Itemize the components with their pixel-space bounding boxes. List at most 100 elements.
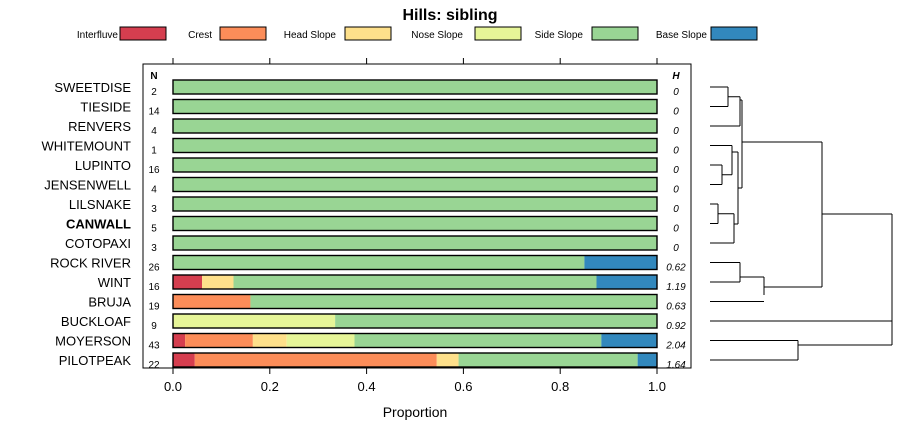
row-label: SWEETDISE — [54, 80, 131, 95]
bar-segment — [173, 294, 251, 309]
h-value: 0.92 — [666, 321, 686, 332]
bar-segment — [354, 333, 602, 348]
dendrogram — [710, 86, 893, 361]
h-value: 0 — [673, 243, 679, 254]
bar-outline — [172, 235, 658, 251]
bar-segment — [194, 353, 437, 367]
legend: Interfluve Crest Head Slope Nose Slope Side … — [77, 26, 758, 41]
bar-segment — [436, 353, 459, 367]
bar-segment — [458, 353, 638, 367]
bar-segment — [173, 216, 657, 231]
row-label: RENVERS — [68, 119, 131, 134]
h-value: 1.64 — [666, 360, 686, 371]
legend-label: Interfluve — [77, 30, 119, 41]
row-label: WINT — [98, 275, 131, 290]
bar-segment — [185, 333, 253, 348]
bar-segment — [584, 255, 657, 270]
bar-segment — [250, 294, 657, 309]
bar-segment — [233, 275, 597, 289]
n-value: 22 — [148, 360, 160, 371]
h-value: 1.19 — [666, 282, 686, 293]
h-value: 2.04 — [665, 341, 686, 352]
row-label: COTOPAXI — [65, 236, 131, 251]
h-value: 0 — [673, 87, 679, 98]
tick-label: 0.4 — [358, 379, 376, 394]
row-label: WHITEMOUNT — [41, 139, 131, 154]
tick-label: 0.8 — [551, 379, 569, 394]
row-label: PILOTPEAK — [59, 353, 132, 368]
n-value: 1 — [151, 146, 157, 157]
bar-segment — [637, 353, 657, 367]
n-value: 9 — [151, 321, 157, 332]
h-header: H — [672, 71, 680, 82]
row-label: LILSNAKE — [69, 197, 131, 212]
h-value: 0.63 — [666, 302, 686, 313]
bar-segment — [173, 333, 186, 348]
h-value: 0 — [673, 107, 679, 118]
bar-segment — [601, 333, 657, 348]
legend-swatch — [474, 26, 522, 41]
x-axis: 0.0 0.2 0.4 0.6 0.8 1.0 — [164, 58, 666, 394]
legend-label: Head Slope — [284, 30, 337, 41]
h-value: 0 — [673, 224, 679, 235]
n-value: 26 — [148, 263, 160, 274]
h-value: 0.62 — [666, 263, 686, 274]
h-value: 0 — [673, 185, 679, 196]
n-value: 14 — [148, 107, 160, 118]
bar-segment — [335, 314, 657, 328]
tick-label: 1.0 — [648, 379, 666, 394]
tick-label: 0.0 — [164, 379, 182, 394]
bar-segment — [173, 119, 657, 133]
bar-outline — [172, 98, 658, 115]
panel-border — [142, 63, 692, 369]
legend-swatch — [119, 26, 167, 41]
bar-segment — [596, 275, 657, 289]
legend-label: Crest — [188, 30, 212, 41]
h-value: 0 — [673, 204, 679, 215]
bar-outline — [172, 118, 658, 134]
chart-title: Hills: sibling — [402, 7, 497, 24]
bar-segment — [173, 255, 585, 270]
n-value: 4 — [151, 185, 157, 196]
bar-outline — [172, 313, 658, 329]
row-label: BRUJA — [88, 295, 131, 310]
bar-segment — [173, 99, 657, 114]
bar-segment — [173, 80, 657, 94]
h-value: 0 — [673, 126, 679, 137]
n-value: 5 — [151, 224, 157, 235]
bar-outline — [172, 157, 658, 173]
bar-segment — [173, 177, 657, 192]
legend-label: Base Slope — [656, 30, 708, 41]
bar-segment — [286, 333, 355, 348]
row-label: JENSENWELL — [44, 178, 131, 193]
bar-outline — [172, 176, 658, 193]
bar-outline — [172, 137, 658, 154]
n-header: N — [150, 71, 157, 82]
n-value: 4 — [151, 126, 157, 137]
bar-segment — [173, 275, 203, 289]
row-label: MOYERSON — [55, 334, 131, 349]
legend-label: Nose Slope — [411, 30, 463, 41]
n-value: 19 — [148, 302, 160, 313]
legend-swatch — [344, 26, 392, 41]
x-axis-title: Proportion — [383, 404, 448, 420]
bar-outline — [172, 215, 658, 232]
bar-outline — [172, 274, 658, 290]
h-value: 0 — [673, 146, 679, 157]
bar-segment — [173, 314, 336, 328]
bar-segment — [252, 333, 287, 348]
bar-outline — [172, 293, 658, 310]
bar-outline — [172, 332, 658, 349]
n-value: 43 — [148, 341, 160, 352]
n-value: 2 — [151, 87, 157, 98]
tick-label: 0.6 — [454, 379, 472, 394]
bar-outline — [172, 79, 658, 95]
bar-segment — [202, 275, 234, 289]
row-label: CANWALL — [66, 217, 131, 232]
n-value: 16 — [148, 282, 160, 293]
h-value: 0 — [673, 165, 679, 176]
bar-segment — [173, 158, 657, 172]
bar-outline — [172, 352, 658, 368]
